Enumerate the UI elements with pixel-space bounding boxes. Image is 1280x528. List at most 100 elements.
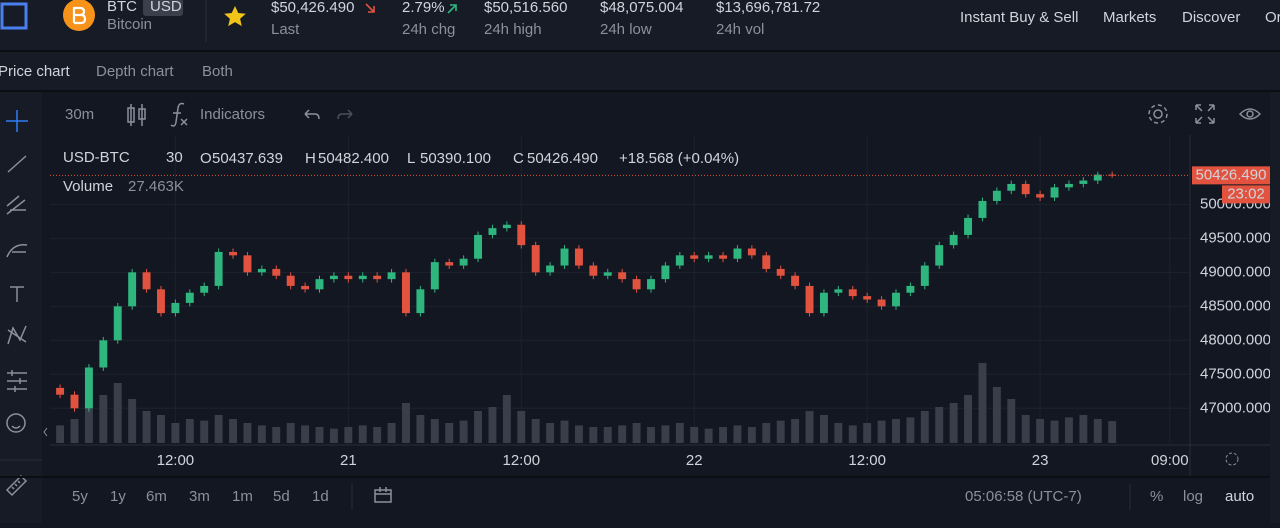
brush-tool[interactable] bbox=[6, 244, 28, 258]
volume-bar bbox=[157, 415, 165, 443]
candle-body bbox=[647, 279, 655, 290]
down-arrow bbox=[365, 3, 375, 13]
candle-body bbox=[632, 279, 641, 290]
y-tick-label: 48000.000 bbox=[1200, 331, 1271, 348]
axis-settings[interactable] bbox=[1225, 452, 1239, 466]
fullscreen[interactable] bbox=[1195, 104, 1215, 124]
volume-bar bbox=[70, 419, 79, 443]
emoji-smile bbox=[11, 425, 21, 429]
favorite[interactable] bbox=[224, 6, 246, 27]
fx-icon[interactable] bbox=[170, 102, 188, 127]
volume-bar bbox=[733, 425, 742, 443]
volume-bar bbox=[690, 427, 699, 443]
logo[interactable] bbox=[0, 2, 28, 30]
volume-bar bbox=[531, 419, 540, 443]
stat-label: 24h low bbox=[600, 21, 652, 38]
nav-link[interactable]: Discover bbox=[1182, 9, 1240, 26]
range[interactable]: 1d bbox=[312, 488, 329, 505]
candle-body bbox=[603, 272, 612, 276]
emoji-tool[interactable] bbox=[6, 413, 26, 433]
x-tick-label: 21 bbox=[340, 452, 357, 469]
candle-body bbox=[113, 306, 122, 341]
volume-bar bbox=[618, 425, 627, 443]
range[interactable]: 6m bbox=[146, 488, 167, 505]
candle-body bbox=[257, 268, 266, 273]
volume-bar bbox=[445, 423, 454, 443]
undo[interactable] bbox=[304, 109, 320, 120]
stat-value: $50,426.490 bbox=[271, 0, 354, 16]
x-tick-label: 12:00 bbox=[503, 452, 541, 469]
range[interactable]: 5y bbox=[72, 488, 88, 505]
divider bbox=[0, 476, 1270, 478]
date-range-icon[interactable] bbox=[374, 487, 392, 503]
scale-option[interactable]: auto bbox=[1225, 488, 1254, 505]
candle-body bbox=[531, 245, 540, 273]
legend-key: C bbox=[513, 150, 524, 167]
line-tool[interactable] bbox=[7, 155, 27, 173]
redo[interactable] bbox=[337, 109, 353, 120]
interval[interactable]: 30m bbox=[65, 106, 94, 123]
volume-bar bbox=[402, 403, 410, 443]
candle-body bbox=[200, 285, 209, 293]
candle-body bbox=[358, 275, 367, 280]
range[interactable]: 3m bbox=[189, 488, 210, 505]
text-tool[interactable] bbox=[10, 286, 24, 302]
candle-body bbox=[574, 248, 583, 266]
indicators[interactable]: Indicators bbox=[200, 106, 265, 123]
nav-link[interactable]: Instant Buy & Sell bbox=[960, 9, 1078, 26]
candle-body bbox=[1064, 183, 1073, 188]
volume-bar bbox=[834, 423, 843, 443]
volume-bar bbox=[329, 428, 338, 443]
volume-bar bbox=[185, 419, 194, 443]
volume-bar bbox=[949, 403, 958, 443]
crosshair-tool[interactable] bbox=[6, 110, 28, 132]
volume-bar bbox=[647, 427, 655, 443]
range[interactable]: 1m bbox=[232, 488, 253, 505]
y-tick-label: 47500.000 bbox=[1200, 365, 1271, 382]
stat-value: $48,075.004 bbox=[600, 0, 683, 16]
candle-body bbox=[1036, 194, 1045, 198]
pattern-tool[interactable] bbox=[7, 325, 27, 345]
candle-body bbox=[560, 248, 569, 266]
y-tick-label: 47000.000 bbox=[1200, 399, 1271, 416]
candle-body bbox=[791, 275, 800, 286]
range[interactable]: 5d bbox=[273, 488, 290, 505]
legend-change: +18.568 (+0.04%) bbox=[619, 150, 739, 167]
scale-option[interactable]: log bbox=[1183, 488, 1203, 505]
last-price-box bbox=[1192, 166, 1270, 185]
volume-bar bbox=[978, 363, 987, 443]
volume-bar bbox=[1050, 420, 1059, 443]
volume-bar bbox=[229, 419, 237, 443]
volume-bar bbox=[99, 395, 108, 443]
tool-icons bbox=[5, 110, 28, 497]
y-tick-label: 49500.000 bbox=[1200, 229, 1271, 246]
measure-tool[interactable] bbox=[7, 370, 27, 392]
candle-body bbox=[589, 265, 598, 276]
nav-link[interactable]: Markets bbox=[1103, 9, 1156, 26]
settings[interactable] bbox=[1153, 109, 1163, 119]
visibility[interactable] bbox=[1238, 108, 1262, 120]
volume-bar bbox=[243, 423, 252, 443]
ruler-tool[interactable] bbox=[5, 474, 28, 497]
x-tick-label: 12:00 bbox=[157, 452, 195, 469]
volume-bar bbox=[214, 415, 223, 443]
range[interactable]: 1y bbox=[110, 488, 126, 505]
countdown-box bbox=[1222, 185, 1270, 204]
candle-body bbox=[762, 255, 771, 269]
stat-label: Last bbox=[271, 21, 300, 38]
scale-option[interactable]: % bbox=[1150, 488, 1163, 505]
y-tick-label: 49000.000 bbox=[1200, 263, 1271, 280]
tab[interactable]: Both bbox=[202, 63, 233, 80]
candle-body bbox=[935, 245, 944, 266]
volume-bar bbox=[762, 423, 771, 443]
tab[interactable]: Depth chart bbox=[96, 63, 174, 80]
nav-link[interactable]: Or bbox=[1265, 9, 1280, 26]
legend-value: 50426.490 bbox=[527, 150, 598, 167]
x-tick-label: 23 bbox=[1032, 452, 1049, 469]
tab[interactable]: Price chart bbox=[0, 63, 71, 80]
fib-tool[interactable] bbox=[6, 195, 26, 215]
candle-body bbox=[920, 265, 929, 286]
volume-bar bbox=[719, 427, 728, 443]
chart-type[interactable] bbox=[127, 104, 146, 126]
stat-label: 24h vol bbox=[716, 21, 764, 38]
